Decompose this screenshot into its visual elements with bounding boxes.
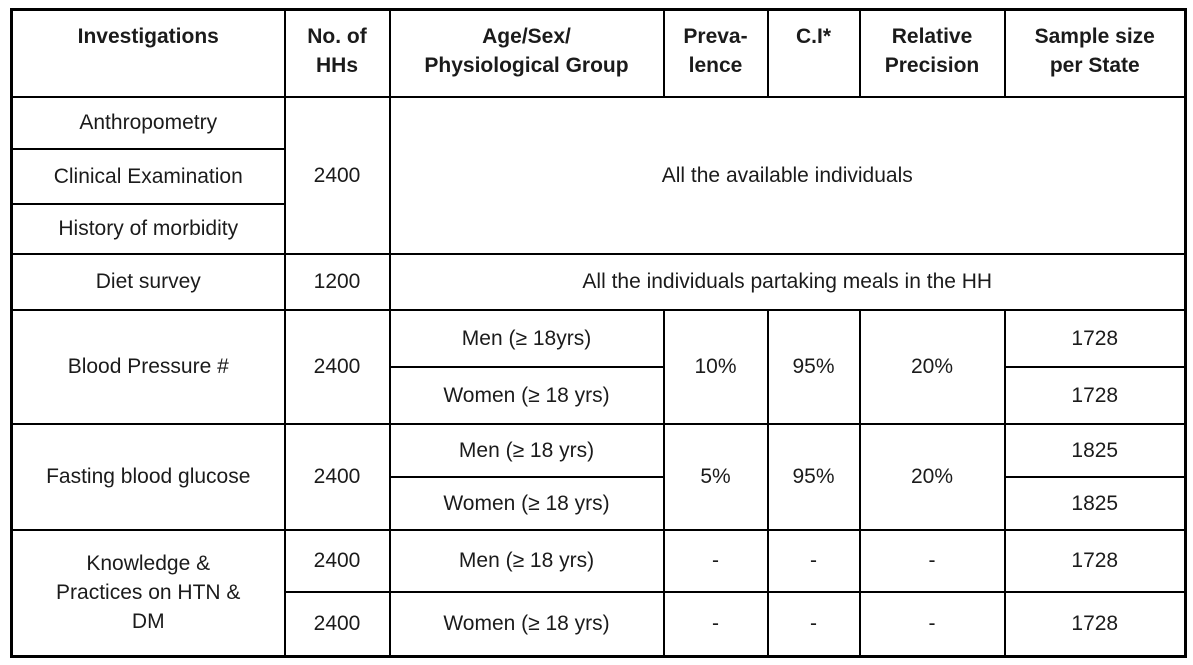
cell-sample-fbg-men: 1825 (1003, 422, 1187, 478)
row-anthropometry: Anthropometry 2400 All the available ind… (10, 95, 1187, 255)
cell-note-all-available: All the available individuals (388, 95, 1187, 255)
cell-investigation-anthropometry: Anthropometry (10, 95, 286, 150)
cell-hhs-fbg: 2400 (283, 422, 391, 531)
header-investigations: Investigations (10, 8, 286, 98)
cell-prevalence-fbg: 5% (662, 422, 769, 531)
cell-note-diet: All the individuals partaking meals in t… (388, 252, 1187, 311)
row-history-of-morbidity: History of morbidity (10, 202, 1186, 255)
header-sample-size: Sample size per State (1003, 8, 1187, 98)
cell-sample-knowledge-men: 1728 (1003, 528, 1187, 593)
cell-hhs-bp: 2400 (283, 308, 391, 425)
cell-hhs-knowledge-men: 2400 (283, 528, 391, 593)
header-age-sex-group: Age/Sex/ Physiological Group (388, 8, 665, 98)
cell-investigation-morbidity: History of morbidity (10, 202, 286, 255)
cell-investigation-bp: Blood Pressure # (10, 308, 286, 425)
row-knowledge-men: Knowledge & Practices on HTN & DM 2400 M… (10, 528, 1187, 658)
header-ci: C.I* (766, 8, 861, 98)
row-clinical-examination: Clinical Examination (10, 147, 1186, 205)
row-blood-pressure-men: Blood Pressure # 2400 Men (≥ 18yrs) 10% … (10, 308, 1187, 425)
cell-group-knowledge-women: Women (≥ 18 yrs) (388, 590, 665, 658)
cell-hhs-anthro-group: 2400 (283, 95, 391, 255)
cell-rp-knowledge-men: - (858, 528, 1006, 593)
cell-hhs-diet: 1200 (283, 252, 391, 311)
cell-sample-fbg-women: 1825 (1003, 475, 1187, 531)
row-diet-survey: Diet survey 1200 All the individuals par… (10, 252, 1187, 311)
cell-hhs-knowledge-women: 2400 (283, 590, 391, 658)
cell-ci-fbg: 95% (766, 422, 861, 531)
cell-investigation-clinical: Clinical Examination (10, 147, 286, 205)
cell-investigation-fbg: Fasting blood glucose (10, 422, 286, 531)
cell-rp-knowledge-women: - (858, 590, 1006, 658)
cell-sample-knowledge-women: 1728 (1003, 590, 1187, 658)
header-row: Investigations No. of HHs Age/Sex/ Physi… (10, 8, 1187, 98)
cell-prevalence-knowledge-women: - (662, 590, 769, 658)
cell-sample-bp-women: 1728 (1003, 365, 1187, 425)
cell-prevalence-knowledge-men: - (662, 528, 769, 593)
cell-investigation-knowledge: Knowledge & Practices on HTN & DM (10, 528, 286, 658)
cell-sample-bp-men: 1728 (1003, 308, 1187, 368)
header-prevalence: Preva- lence (662, 8, 769, 98)
cell-group-fbg-men: Men (≥ 18 yrs) (388, 422, 665, 478)
cell-prevalence-bp: 10% (662, 308, 769, 425)
cell-group-fbg-women: Women (≥ 18 yrs) (388, 475, 665, 531)
cell-group-bp-men: Men (≥ 18yrs) (388, 308, 665, 368)
header-no-of-hhs: No. of HHs (283, 8, 391, 98)
cell-group-knowledge-men: Men (≥ 18 yrs) (388, 528, 665, 593)
row-blood-pressure-women: Women (≥ 18 yrs) 1728 (12, 365, 1187, 425)
cell-ci-bp: 95% (766, 308, 861, 425)
cell-rp-bp: 20% (858, 308, 1006, 425)
cell-investigation-diet: Diet survey (10, 252, 286, 311)
cell-group-bp-women: Women (≥ 18 yrs) (388, 365, 665, 425)
row-fasting-glucose-women: Women (≥ 18 yrs) 1825 (12, 475, 1187, 531)
cell-ci-knowledge-women: - (766, 590, 861, 658)
sampling-design-table: Investigations No. of HHs Age/Sex/ Physi… (10, 8, 1187, 658)
cell-rp-fbg: 20% (858, 422, 1006, 531)
header-relative-precision: Relative Precision (858, 8, 1006, 98)
row-knowledge-women: 2400 Women (≥ 18 yrs) - - - 1728 (12, 590, 1187, 658)
row-fasting-glucose-men: Fasting blood glucose 2400 Men (≥ 18 yrs… (10, 422, 1187, 531)
cell-ci-knowledge-men: - (766, 528, 861, 593)
